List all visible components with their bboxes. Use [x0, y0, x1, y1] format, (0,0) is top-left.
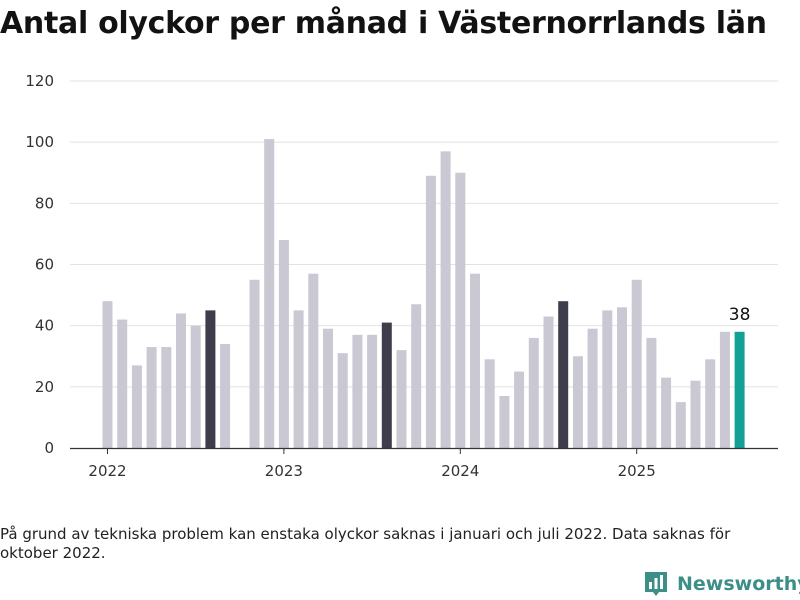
bar[interactable]: [161, 347, 172, 448]
latest-value-label: 38: [729, 305, 751, 325]
x-tick-label: 2024: [441, 462, 479, 480]
bar[interactable]: [249, 279, 260, 448]
bar[interactable]: [499, 396, 510, 448]
bar[interactable]: [572, 356, 583, 448]
x-tick-label: 2025: [618, 462, 656, 480]
bar[interactable]: [264, 139, 275, 448]
bar[interactable]: [176, 313, 186, 448]
bar[interactable]: [440, 151, 451, 448]
bar[interactable]: [381, 322, 392, 448]
bar[interactable]: [690, 380, 701, 448]
bar-chart-logo-icon: [645, 572, 667, 596]
bar[interactable]: [411, 304, 422, 448]
y-tick-label: 100: [25, 133, 54, 151]
bar[interactable]: [337, 353, 348, 448]
bar[interactable]: [102, 301, 113, 448]
x-tick-label: 2023: [265, 462, 303, 480]
y-tick-label: 80: [35, 194, 54, 212]
bar[interactable]: [308, 273, 319, 448]
bar[interactable]: [719, 331, 730, 448]
bar[interactable]: [705, 359, 716, 448]
y-tick-label: 0: [44, 439, 54, 457]
bar[interactable]: [675, 402, 686, 448]
y-tick-label: 120: [25, 72, 54, 90]
bar-chart: 0 20 40 60 80 100 120 2022 2023 2024 2025 38: [25, 72, 778, 480]
bar[interactable]: [146, 347, 157, 448]
brand-name: Newsworthy: [677, 573, 800, 595]
bar[interactable]: [602, 310, 613, 448]
y-tick-label: 60: [35, 256, 54, 274]
bar[interactable]: [631, 279, 642, 448]
newsworthy-logo[interactable]: Newsworthy: [643, 568, 800, 600]
bar[interactable]: [646, 337, 657, 448]
bar[interactable]: [661, 377, 672, 448]
bar[interactable]: [117, 319, 128, 448]
x-tick-label: 2022: [88, 462, 126, 480]
bar[interactable]: [323, 328, 333, 448]
bar[interactable]: [617, 307, 627, 448]
bar[interactable]: [131, 365, 142, 448]
bar[interactable]: [205, 310, 216, 448]
bar[interactable]: [352, 334, 363, 448]
bar[interactable]: [396, 350, 407, 448]
bar[interactable]: [367, 334, 378, 448]
y-tick-label: 40: [35, 317, 54, 335]
chart-title: Antal olyckor per månad i Västernorrland…: [0, 6, 767, 41]
bar[interactable]: [293, 310, 304, 448]
bar[interactable]: [528, 337, 539, 448]
bar[interactable]: [543, 316, 554, 448]
bar[interactable]: [514, 371, 525, 448]
bar[interactable]: [734, 331, 745, 448]
bar[interactable]: [558, 301, 569, 448]
bar[interactable]: [470, 273, 480, 448]
bar[interactable]: [455, 172, 466, 448]
bar[interactable]: [278, 240, 289, 448]
bar[interactable]: [587, 328, 598, 448]
footnote: På grund av tekniska problem kan enstaka…: [0, 525, 731, 562]
bar[interactable]: [484, 359, 495, 448]
bar[interactable]: [190, 325, 201, 448]
y-tick-label: 20: [35, 378, 54, 396]
bar[interactable]: [425, 175, 436, 448]
bar[interactable]: [220, 344, 231, 448]
